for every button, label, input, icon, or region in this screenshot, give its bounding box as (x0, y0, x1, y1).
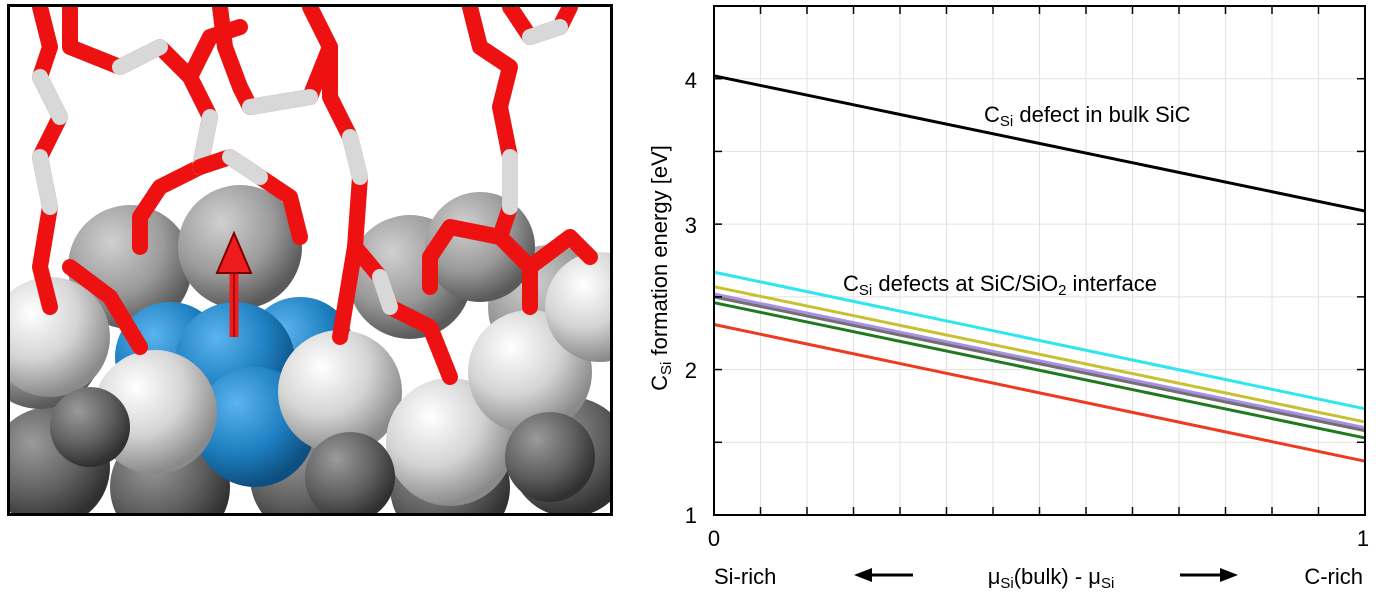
displacement-arrow (215, 230, 253, 337)
axis-ticks (713, 5, 1366, 516)
y-tick-label-2: 2 (685, 358, 697, 383)
annotation-interface-rest1: defects at SiC/SiO (872, 271, 1058, 296)
annotation-interface-defects: CSi defects at SiC/SiO2 interface (843, 271, 1157, 299)
annotation-interface-rest2: interface (1066, 271, 1157, 296)
series-line-0 (713, 74, 1366, 213)
series-line-5 (713, 301, 1366, 440)
grid-lines (714, 6, 1365, 515)
y-axis-label: CSi formation energy [eV] (647, 145, 675, 391)
annotation-bulk-main: C (984, 102, 1000, 127)
x-label-sub1: Si (1000, 575, 1013, 592)
annotation-bulk-subscript: Si (1000, 113, 1013, 130)
y-axis-label-subscript: Si (658, 362, 675, 375)
annotation-interface-subscript2: 2 (1058, 282, 1066, 299)
annotation-bulk-defect: CSi defect in bulk SiC (984, 102, 1191, 130)
left-arrow-icon (854, 568, 913, 582)
y-axis-label-rest: formation energy [eV] (647, 145, 672, 361)
annotation-interface-subscript: Si (859, 282, 872, 299)
series-line-2 (713, 285, 1366, 424)
molecular-structure-image (7, 4, 613, 516)
x-label-c-rich: C-rich (1304, 564, 1363, 589)
sic-sio2-interface-illustration (10, 7, 610, 513)
x-label-mu: μ (988, 564, 1001, 589)
series-lines (713, 74, 1366, 463)
x-tick-label-0: 0 (708, 526, 720, 551)
annotation-bulk-rest: defect in bulk SiC (1013, 102, 1190, 127)
y-tick-label-1: 1 (685, 503, 697, 528)
atoms-front-layer (10, 252, 610, 513)
x-axis-label: μSi(bulk) - μSi (988, 564, 1115, 592)
x-label-si-rich: Si-rich (714, 564, 776, 589)
sio2-bonds (32, 7, 598, 385)
right-arrow-icon (1180, 568, 1238, 582)
y-tick-label-3: 3 (685, 213, 697, 238)
annotation-interface-main: C (843, 271, 859, 296)
x-label-mid: (bulk) - μ (1014, 564, 1101, 589)
series-line-4 (713, 295, 1366, 433)
series-line-1 (713, 270, 1366, 411)
x-tick-label-1: 1 (1357, 526, 1369, 551)
x-label-sub2: Si (1101, 575, 1114, 592)
series-line-6 (713, 323, 1366, 463)
series-line-3 (713, 292, 1366, 430)
y-axis-label-main: C (647, 375, 672, 391)
y-tick-label-4: 4 (685, 68, 697, 93)
